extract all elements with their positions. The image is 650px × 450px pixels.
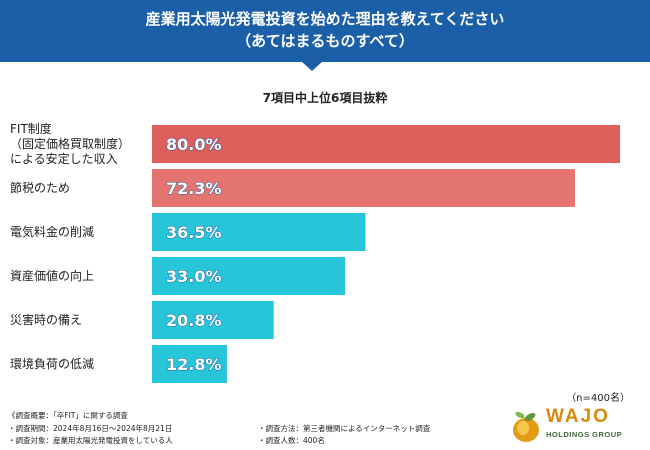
chart-title: 7項目中上位6項目抜粋 [262, 91, 388, 105]
value-label-6: 12.8% [166, 355, 222, 374]
logo-wordmark: WAJO [546, 406, 610, 427]
header-subtitle: （あてはまるものすべて） [236, 32, 414, 50]
company-logo: WAJO HOLDINGS GROUP [508, 406, 633, 446]
survey-target: ・調査対象：産業用太陽光発電投資をしている人 [8, 436, 173, 445]
category-label-6: 環境負荷の低減 [10, 356, 94, 371]
survey-overview: 《調査概要：「卒FIT」に関する調査 [8, 411, 128, 420]
value-label-5: 20.8% [166, 311, 222, 330]
survey-method: ・調査方法：第三者機関によるインターネット調査 [258, 424, 431, 433]
category-label-5: 災害時の備え [10, 312, 82, 327]
header-banner [0, 0, 650, 62]
category-label-2: 節税のため [10, 180, 70, 195]
bar-6 [152, 345, 227, 383]
logo-subtext: HOLDINGS GROUP [546, 430, 623, 439]
survey-count: ・調査人数：400名 [258, 436, 325, 445]
value-label-3: 36.5% [166, 223, 222, 242]
value-label-1: 80.0% [166, 135, 222, 154]
logo-mark-icon [513, 411, 539, 442]
survey-period: ・調査期間：2024年8月16日〜2024年8月21日 [8, 424, 173, 433]
bar-1 [152, 125, 620, 163]
value-label-2: 72.3% [166, 179, 222, 198]
bar-3 [152, 213, 366, 251]
sample-size-label: （n=400名） [566, 393, 630, 404]
bar-4 [152, 257, 346, 295]
category-label-1: FIT制度（固定価格買取制度）による安定した収入 [10, 121, 130, 166]
header-pointer [301, 61, 323, 71]
bar-5 [152, 301, 274, 339]
bar-2 [152, 169, 575, 207]
category-label-3: 電気料金の削減 [10, 224, 94, 239]
value-label-4: 33.0% [166, 267, 222, 286]
header-title: 産業用太陽光発電投資を始めた理由を教えてください [145, 10, 505, 28]
category-label-4: 資産価値の向上 [10, 268, 94, 283]
